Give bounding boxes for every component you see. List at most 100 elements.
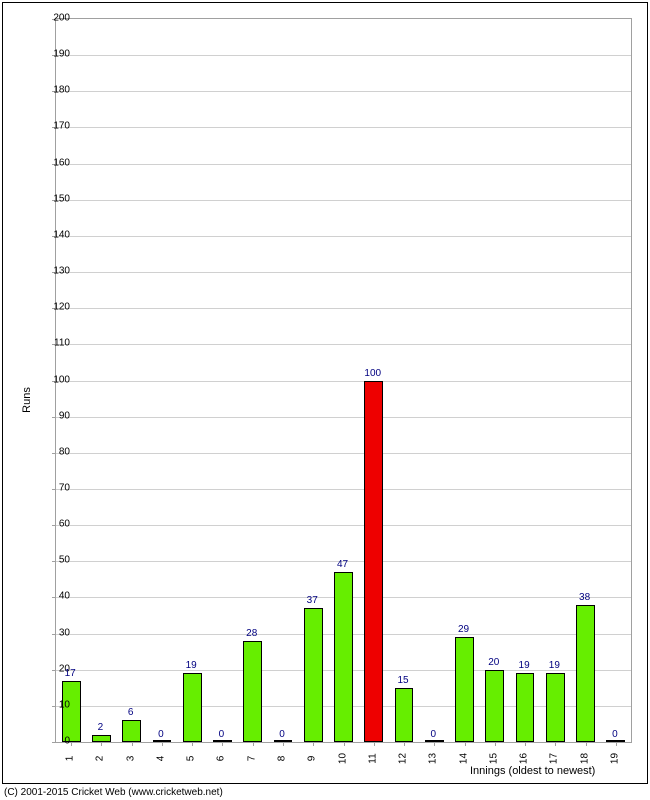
- x-tick-mark: [71, 742, 72, 746]
- bar: [576, 605, 595, 742]
- bar-value-label: 20: [488, 657, 499, 668]
- gridline: [56, 308, 631, 309]
- bar: [243, 641, 262, 742]
- y-tick-label: 70: [40, 482, 70, 493]
- bar-value-label: 0: [612, 729, 618, 740]
- y-tick-label: 140: [40, 229, 70, 240]
- bar: [62, 681, 81, 742]
- y-tick-label: 160: [40, 157, 70, 168]
- bar: [516, 673, 535, 742]
- x-tick-label: 5: [186, 749, 197, 769]
- y-tick-label: 200: [40, 13, 70, 24]
- y-tick-label: 110: [40, 338, 70, 349]
- x-tick-label: 11: [367, 749, 378, 769]
- x-tick-label: 10: [337, 749, 348, 769]
- bar-value-label: 0: [279, 729, 285, 740]
- bar-value-label: 100: [364, 368, 381, 379]
- x-tick-mark: [313, 742, 314, 746]
- bar-value-label: 28: [246, 628, 257, 639]
- y-tick-label: 170: [40, 121, 70, 132]
- x-tick-mark: [495, 742, 496, 746]
- bar: [395, 688, 414, 742]
- x-tick-mark: [344, 742, 345, 746]
- y-tick-label: 50: [40, 555, 70, 566]
- y-tick-label: 180: [40, 85, 70, 96]
- x-tick-label: 19: [609, 749, 620, 769]
- bar-value-label: 0: [158, 729, 164, 740]
- bar: [485, 670, 504, 742]
- gridline: [56, 272, 631, 273]
- gridline: [56, 453, 631, 454]
- x-tick-mark: [525, 742, 526, 746]
- bar-value-label: 0: [219, 729, 225, 740]
- x-tick-mark: [253, 742, 254, 746]
- x-tick-mark: [192, 742, 193, 746]
- bar-value-label: 37: [307, 595, 318, 606]
- x-tick-mark: [434, 742, 435, 746]
- bar: [183, 673, 202, 742]
- bar-value-label: 17: [65, 668, 76, 679]
- bar: [304, 608, 323, 742]
- x-tick-label: 9: [307, 749, 318, 769]
- gridline: [56, 164, 631, 165]
- y-tick-label: 10: [40, 699, 70, 710]
- bar: [334, 572, 353, 742]
- bar-value-label: 19: [519, 660, 530, 671]
- gridline: [56, 55, 631, 56]
- x-tick-mark: [404, 742, 405, 746]
- y-axis-label: Runs: [21, 387, 33, 413]
- x-tick-label: 12: [398, 749, 409, 769]
- gridline: [56, 91, 631, 92]
- x-tick-label: 17: [549, 749, 560, 769]
- y-tick-label: 120: [40, 302, 70, 313]
- x-tick-mark: [101, 742, 102, 746]
- gridline: [56, 344, 631, 345]
- y-tick-label: 80: [40, 446, 70, 457]
- x-tick-label: 6: [216, 749, 227, 769]
- x-tick-mark: [374, 742, 375, 746]
- bar: [546, 673, 565, 742]
- copyright-text: (C) 2001-2015 Cricket Web (www.cricketwe…: [4, 787, 223, 798]
- y-tick-label: 100: [40, 374, 70, 385]
- x-tick-label: 2: [95, 749, 106, 769]
- y-tick-label: 150: [40, 193, 70, 204]
- y-tick-label: 130: [40, 266, 70, 277]
- x-tick-mark: [283, 742, 284, 746]
- y-tick-label: 0: [40, 736, 70, 747]
- bar-value-label: 19: [549, 660, 560, 671]
- x-tick-mark: [586, 742, 587, 746]
- x-tick-label: 13: [428, 749, 439, 769]
- y-tick-label: 90: [40, 410, 70, 421]
- bar: [122, 720, 141, 742]
- gridline: [56, 127, 631, 128]
- bar-value-label: 47: [337, 559, 348, 570]
- x-tick-label: 4: [155, 749, 166, 769]
- bar-value-label: 15: [397, 675, 408, 686]
- bar: [92, 735, 111, 742]
- gridline: [56, 489, 631, 490]
- x-tick-label: 16: [519, 749, 530, 769]
- x-tick-mark: [555, 742, 556, 746]
- x-tick-mark: [465, 742, 466, 746]
- gridline: [56, 236, 631, 237]
- gridline: [56, 200, 631, 201]
- gridline: [56, 525, 631, 526]
- bar-value-label: 6: [128, 707, 134, 718]
- gridline: [56, 381, 631, 382]
- x-tick-mark: [616, 742, 617, 746]
- bar-value-label: 38: [579, 592, 590, 603]
- y-tick-label: 40: [40, 591, 70, 602]
- bar-value-label: 0: [431, 729, 437, 740]
- bar: [364, 381, 383, 743]
- y-tick-label: 60: [40, 519, 70, 530]
- gridline: [56, 417, 631, 418]
- x-tick-mark: [222, 742, 223, 746]
- bar-value-label: 19: [186, 660, 197, 671]
- x-tick-mark: [132, 742, 133, 746]
- x-tick-label: 15: [488, 749, 499, 769]
- plot-area: [55, 18, 632, 743]
- x-tick-label: 3: [125, 749, 136, 769]
- bar-value-label: 29: [458, 624, 469, 635]
- y-tick-label: 30: [40, 627, 70, 638]
- chart-container: Runs Innings (oldest to newest) (C) 2001…: [0, 0, 650, 800]
